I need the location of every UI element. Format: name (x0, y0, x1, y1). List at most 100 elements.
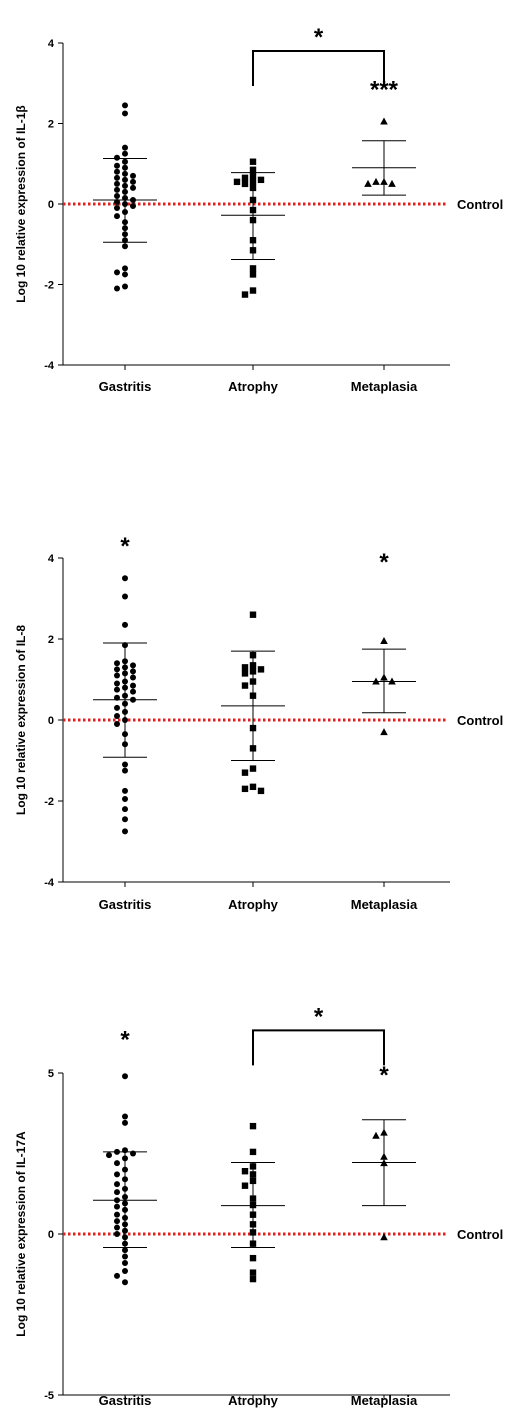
category-label-metaplasia: Metaplasia (351, 379, 418, 394)
y-tick-label: 4 (48, 553, 55, 565)
series-atrophy (221, 1122, 285, 1283)
data-point (114, 162, 120, 169)
y-tick-label: 2 (48, 119, 54, 131)
data-point (114, 186, 120, 193)
data-point (122, 816, 128, 823)
il-17a-chart: 5 0 -5 Log 10 relative expression of IL-17A… (14, 1003, 503, 1408)
data-point (114, 1160, 120, 1167)
data-point (122, 243, 128, 250)
il-1b-chart: 4 2 0 -2 -4 Log 10 relative expression of IL-… (14, 24, 503, 394)
data-point (122, 1247, 128, 1254)
data-point (122, 271, 128, 278)
data-point (249, 611, 257, 618)
data-point (114, 1272, 120, 1279)
significance-star: * (314, 24, 324, 51)
y-tick-label: 2 (48, 634, 54, 646)
data-point (114, 672, 120, 679)
control-label: Control (457, 197, 503, 212)
data-point (122, 265, 128, 272)
y-tick-label: 0 (48, 715, 54, 727)
data-point (122, 1073, 128, 1080)
series-gastritis (93, 102, 157, 292)
data-point (114, 205, 120, 212)
category-label-atrophy: Atrophy (228, 379, 279, 394)
data-point (114, 694, 120, 701)
significance-star: * (379, 549, 389, 576)
data-point (249, 287, 257, 294)
data-point (249, 783, 257, 791)
data-point (114, 680, 120, 687)
data-point (233, 178, 241, 186)
data-point (114, 174, 120, 181)
data-point (114, 1203, 120, 1210)
data-point (122, 102, 128, 109)
data-point (241, 670, 249, 677)
data-point (122, 787, 128, 794)
y-tick-label: -5 (44, 1390, 54, 1402)
data-point (241, 1168, 249, 1175)
series-gastritis (93, 575, 157, 835)
il-1b-panel: 4 2 0 -2 -4 Log 10 relative expression of IL-… (0, 0, 526, 420)
data-point (122, 767, 128, 774)
series-atrophy (221, 158, 285, 298)
data-point (114, 704, 120, 711)
significance-star: * (120, 533, 130, 560)
significance-star: * (120, 1027, 130, 1054)
data-point (122, 795, 128, 802)
data-point (241, 291, 249, 298)
y-tick-label: 4 (48, 38, 55, 50)
data-point (241, 785, 249, 793)
data-point (241, 664, 249, 671)
data-point (130, 178, 136, 185)
significance-star: * (314, 1003, 324, 1030)
data-point (122, 144, 128, 151)
data-point (372, 177, 380, 185)
data-point (122, 1113, 128, 1120)
data-point (380, 728, 388, 736)
data-point (122, 1279, 128, 1286)
data-point (114, 1211, 120, 1218)
series-atrophy (221, 611, 285, 795)
data-point (130, 184, 136, 191)
data-point (122, 1119, 128, 1126)
data-point (114, 1231, 120, 1237)
category-label-metaplasia: Metaplasia (351, 1393, 418, 1408)
data-point (114, 1189, 120, 1196)
y-tick-label: -4 (44, 360, 55, 372)
data-point (122, 283, 128, 290)
data-point (130, 203, 136, 210)
category-label-atrophy: Atrophy (228, 897, 279, 912)
data-point (249, 166, 257, 173)
data-point (114, 213, 120, 220)
data-point (257, 666, 265, 673)
y-tick-label: -4 (44, 877, 55, 889)
data-point (122, 575, 128, 582)
data-point (122, 621, 128, 628)
data-point (241, 180, 249, 188)
data-point (114, 666, 120, 673)
data-point (257, 787, 265, 795)
category-label-gastritis: Gastritis (99, 897, 152, 912)
data-point (249, 1269, 257, 1276)
series-metaplasia (352, 637, 416, 736)
series-gastritis (93, 1073, 157, 1286)
data-point (114, 712, 120, 719)
data-point (257, 176, 265, 184)
control-label: Control (457, 713, 503, 728)
data-point (114, 154, 120, 161)
data-point (241, 682, 249, 689)
significance-star: * (379, 1062, 389, 1089)
data-point (249, 271, 257, 278)
y-axis-title: Log 10 relative expression of IL-1β (14, 105, 28, 302)
category-label-atrophy: Atrophy (228, 1393, 279, 1408)
y-tick-label: 0 (48, 1229, 54, 1241)
data-point (114, 1218, 120, 1225)
data-point (380, 1233, 388, 1241)
data-point (249, 765, 257, 772)
data-point (122, 1259, 128, 1266)
data-point (372, 1131, 380, 1139)
data-point (249, 1275, 257, 1283)
data-point (130, 668, 136, 675)
data-point (114, 285, 120, 292)
control-label: Control (457, 1227, 503, 1242)
